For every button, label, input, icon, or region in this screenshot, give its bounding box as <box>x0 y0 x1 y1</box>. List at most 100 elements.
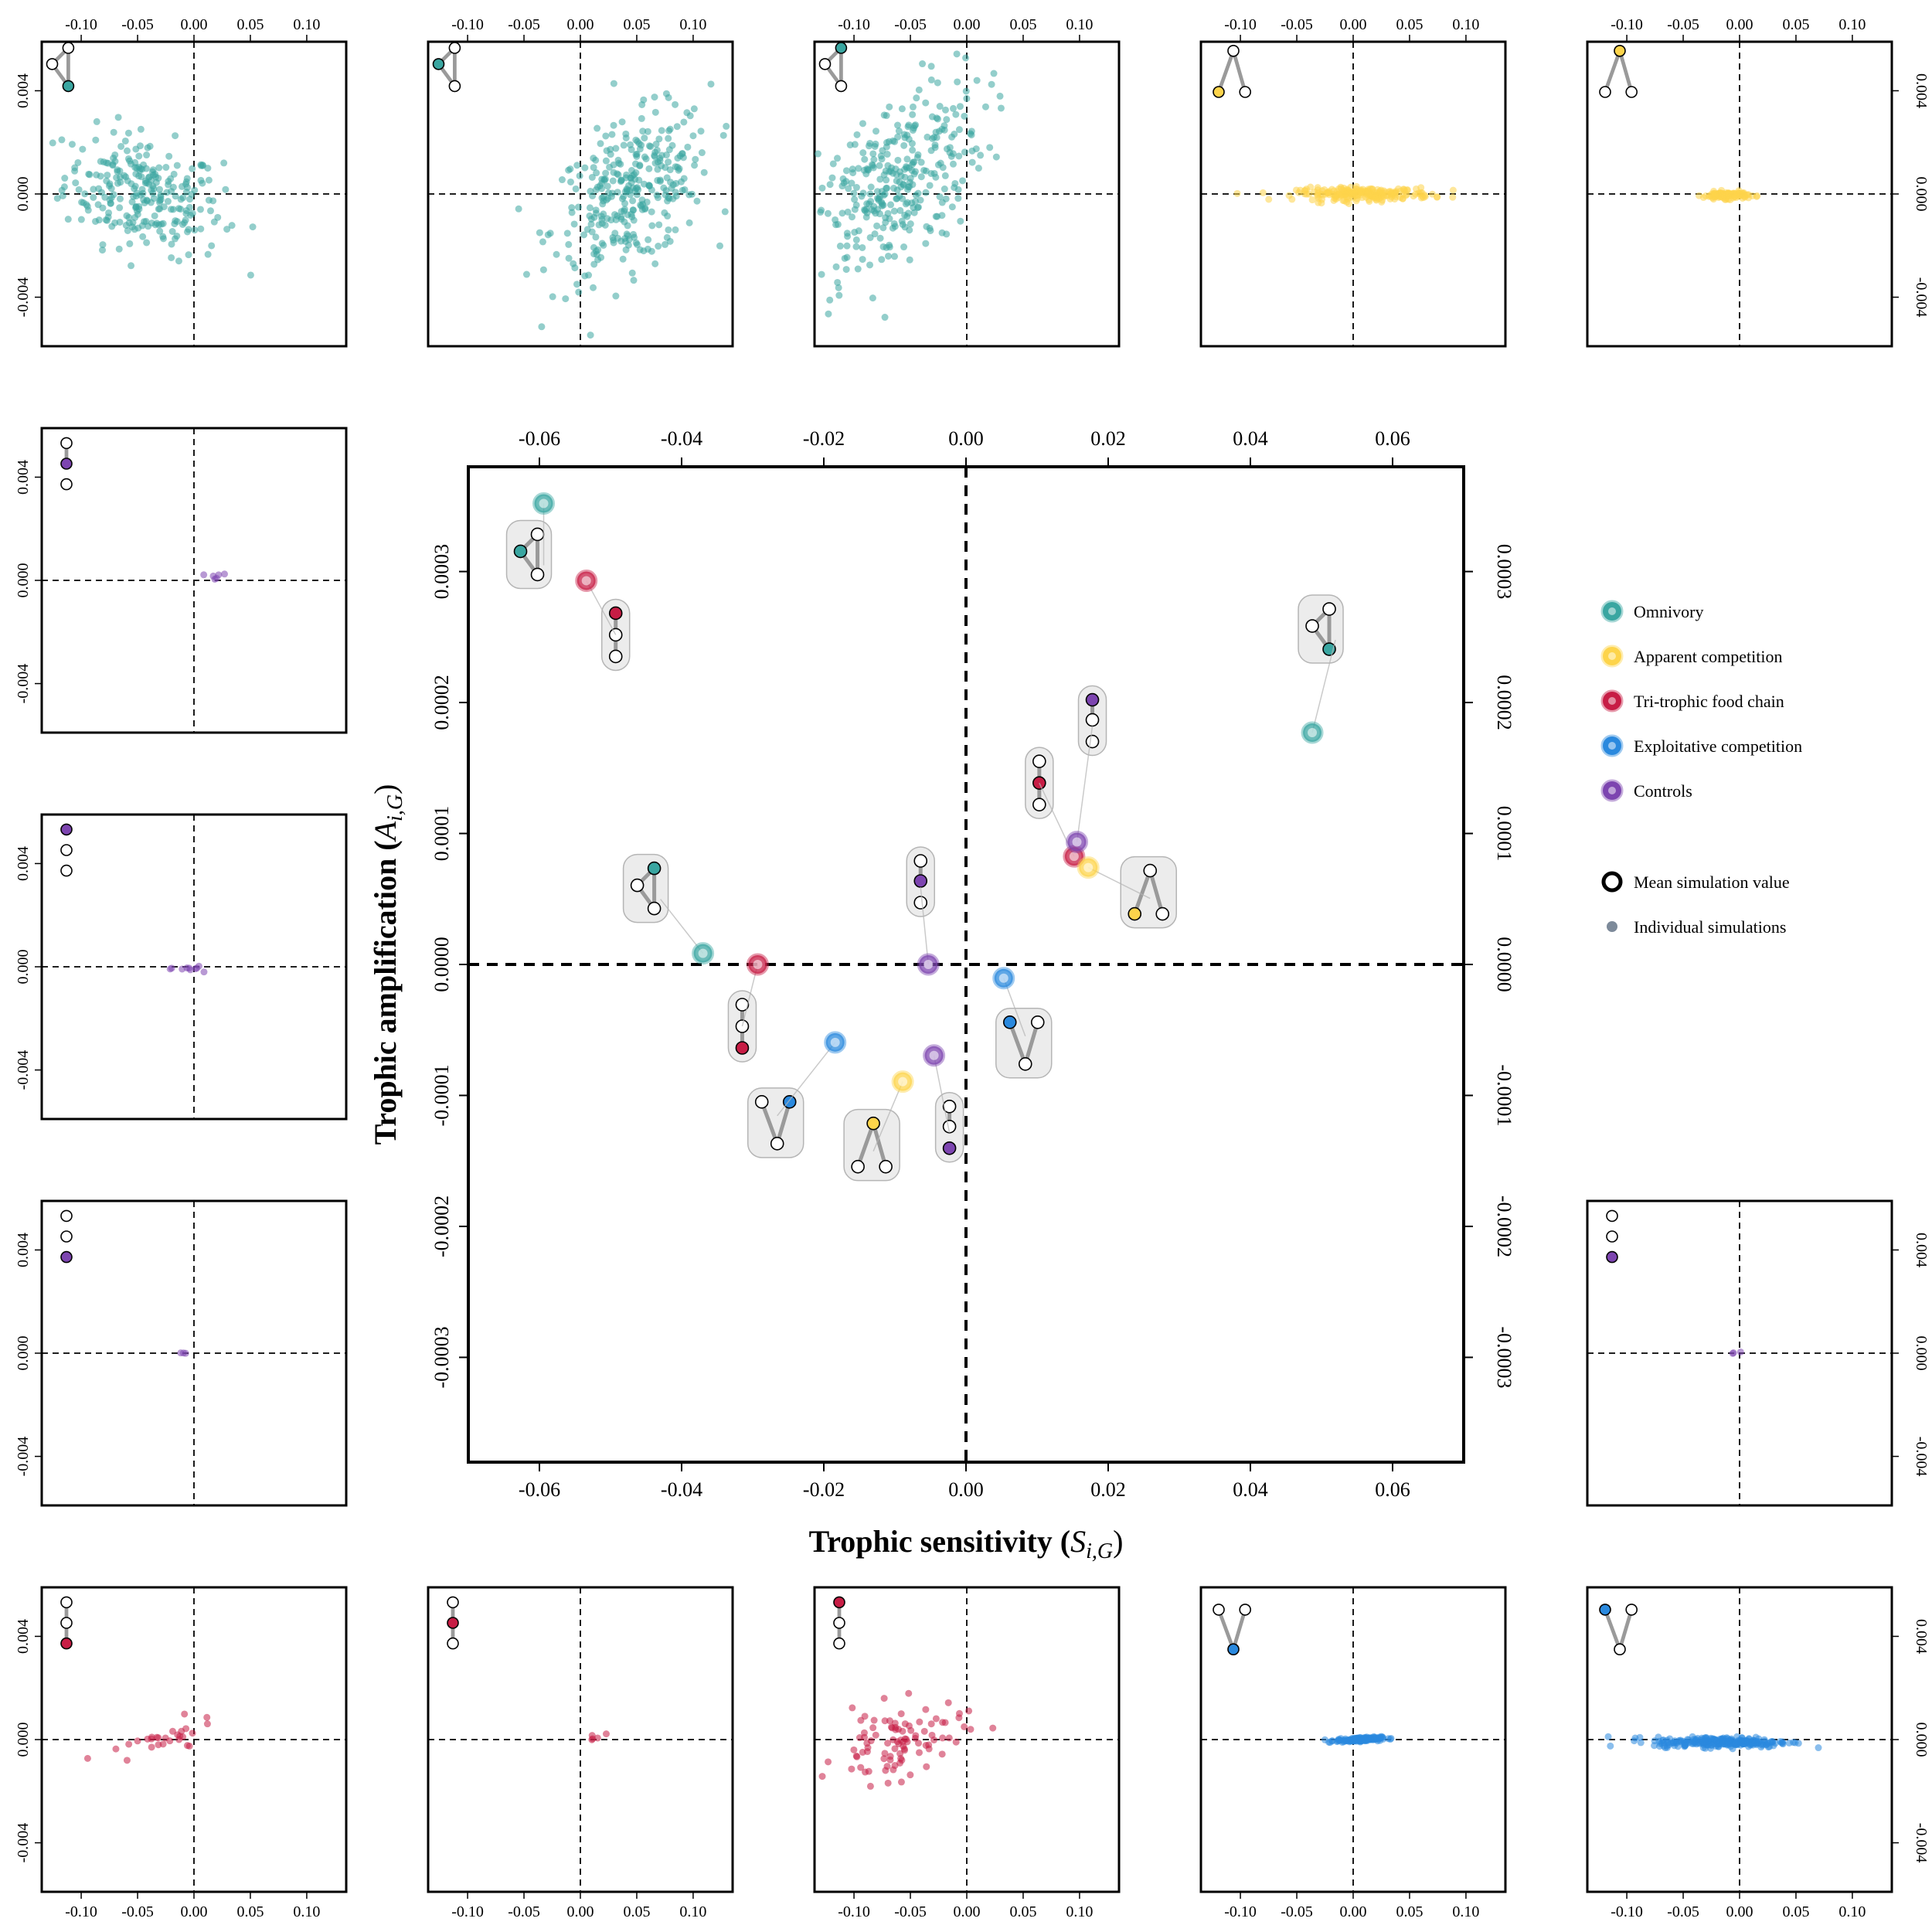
individual-simulation-point <box>1331 191 1338 199</box>
motif-group-exploitative_competition <box>995 978 1053 1079</box>
individual-simulation-point <box>639 128 647 135</box>
panel-x-tick-label: -0.05 <box>1281 1903 1313 1920</box>
panel-x-tick-label: 0.05 <box>623 16 650 33</box>
individual-simulation-point <box>954 195 962 202</box>
individual-simulation-point <box>869 294 876 302</box>
individual-simulation-point <box>872 128 880 135</box>
individual-simulation-point <box>188 190 196 198</box>
individual-simulation-point <box>915 86 923 94</box>
individual-simulation-point <box>686 112 694 120</box>
individual-simulation-point <box>1371 1733 1379 1741</box>
motif-node <box>1032 798 1046 811</box>
individual-simulation-point <box>922 99 930 107</box>
x-tick-label-bottom: -0.02 <box>803 1478 845 1501</box>
main-scatter-panel: -0.06 -0.06 -0.04 -0.04 -0.02 -0.02 0.00 0.00 0.… <box>368 427 1515 1563</box>
x-axis-symbol: S <box>1070 1524 1086 1559</box>
individual-simulation-point <box>539 238 546 246</box>
panel-x-tick-label: 0.00 <box>1726 1903 1753 1920</box>
panel-y-tick-label: -0.004 <box>1913 277 1930 318</box>
hull-connector <box>777 1042 836 1117</box>
individual-simulation-point <box>648 208 655 216</box>
motif-hull <box>622 853 669 923</box>
individual-simulation-point <box>851 141 859 148</box>
panel-y-tick-label: -0.004 <box>15 1823 32 1863</box>
individual-simulation-point <box>961 148 968 156</box>
motif-node <box>1625 1604 1638 1616</box>
individual-simulation-point <box>934 213 941 220</box>
individual-simulation-point <box>249 223 257 231</box>
motif-node-highlight <box>432 58 445 70</box>
motif-node <box>60 437 73 450</box>
x-tick-label-top: 0.00 <box>948 427 984 450</box>
motif-glyph <box>1606 1209 1618 1264</box>
individual-simulation-point <box>1724 1737 1732 1745</box>
individual-simulation-point <box>72 179 80 187</box>
legend-swatch-core <box>1608 607 1616 615</box>
individual-simulation-point <box>859 149 867 157</box>
individual-simulation-point <box>865 142 872 150</box>
individual-simulation-point <box>204 250 212 258</box>
individual-simulation-point <box>986 144 994 151</box>
individual-simulation-point <box>111 219 119 226</box>
individual-simulation-point <box>654 165 662 173</box>
panel-x-tick-label: -0.05 <box>508 1903 540 1920</box>
panel-x-tick-label: -0.05 <box>1667 16 1699 33</box>
individual-simulation-point <box>824 209 832 217</box>
individual-simulation-point <box>855 165 862 172</box>
y-tick-label-right: -0.0002 <box>1493 1196 1515 1257</box>
motif-group-tri_trophic_food_chain <box>586 580 631 672</box>
motif-node <box>1599 86 1611 98</box>
motif-group-exploitative_competition <box>747 1042 836 1158</box>
individual-simulation-point <box>928 1731 936 1739</box>
individual-simulation-point <box>1636 1733 1644 1741</box>
individual-simulation-point <box>630 277 638 284</box>
motif-node <box>913 854 928 868</box>
individual-simulation-point <box>664 213 672 220</box>
individual-simulation-point <box>75 185 83 193</box>
x-tick-label-top: 0.04 <box>1233 427 1268 450</box>
motif-node <box>62 42 75 54</box>
motif-glyph <box>833 1596 845 1650</box>
individual-simulation-point <box>203 1720 211 1728</box>
individual-simulation-point <box>618 118 626 126</box>
motif-node-highlight <box>447 1617 459 1629</box>
individual-simulation-point <box>890 207 898 215</box>
motif-node <box>1606 1209 1618 1223</box>
panel-y-tick-label: 0.000 <box>15 1723 32 1757</box>
individual-simulation-point <box>647 143 655 151</box>
individual-simulation-point <box>1739 189 1747 197</box>
panel-x-tick-label: -0.10 <box>838 16 870 33</box>
individual-simulation-point <box>818 184 826 192</box>
individual-simulation-point <box>133 189 141 197</box>
individual-simulation-point <box>608 189 616 197</box>
individual-simulation-point <box>620 141 628 149</box>
individual-simulation-point <box>850 1746 858 1753</box>
individual-simulation-point <box>173 162 181 169</box>
panel-y-tick-label: 0.004 <box>15 846 32 881</box>
individual-simulation-point <box>200 571 208 579</box>
individual-simulation-point <box>876 162 883 169</box>
motif-node <box>770 1137 784 1151</box>
individual-simulation-point <box>602 169 610 177</box>
individual-simulation-point <box>590 284 597 291</box>
individual-simulation-point <box>594 124 601 132</box>
individual-simulation-point <box>110 128 117 136</box>
individual-simulation-point <box>101 193 109 201</box>
individual-simulation-point <box>641 134 648 142</box>
individual-simulation-point <box>1386 189 1394 197</box>
motif-group-apparent_competition <box>843 1081 903 1182</box>
y-tick-label-left: -0.0003 <box>430 1326 453 1388</box>
individual-simulation-point <box>653 191 661 199</box>
individual-simulation-point <box>886 241 893 249</box>
hull-connector <box>920 886 929 965</box>
panel-x-tick-label: 0.05 <box>236 16 264 33</box>
individual-simulation-point <box>574 203 582 211</box>
individual-simulation-point <box>575 288 583 296</box>
individual-simulation-point <box>148 1733 155 1741</box>
individual-simulation-point <box>953 50 961 58</box>
individual-simulation-point <box>1417 189 1425 196</box>
individual-simulation-point <box>173 232 181 240</box>
individual-simulation-point <box>681 185 689 193</box>
individual-simulation-point <box>941 106 949 114</box>
individual-simulation-point <box>175 1736 183 1743</box>
